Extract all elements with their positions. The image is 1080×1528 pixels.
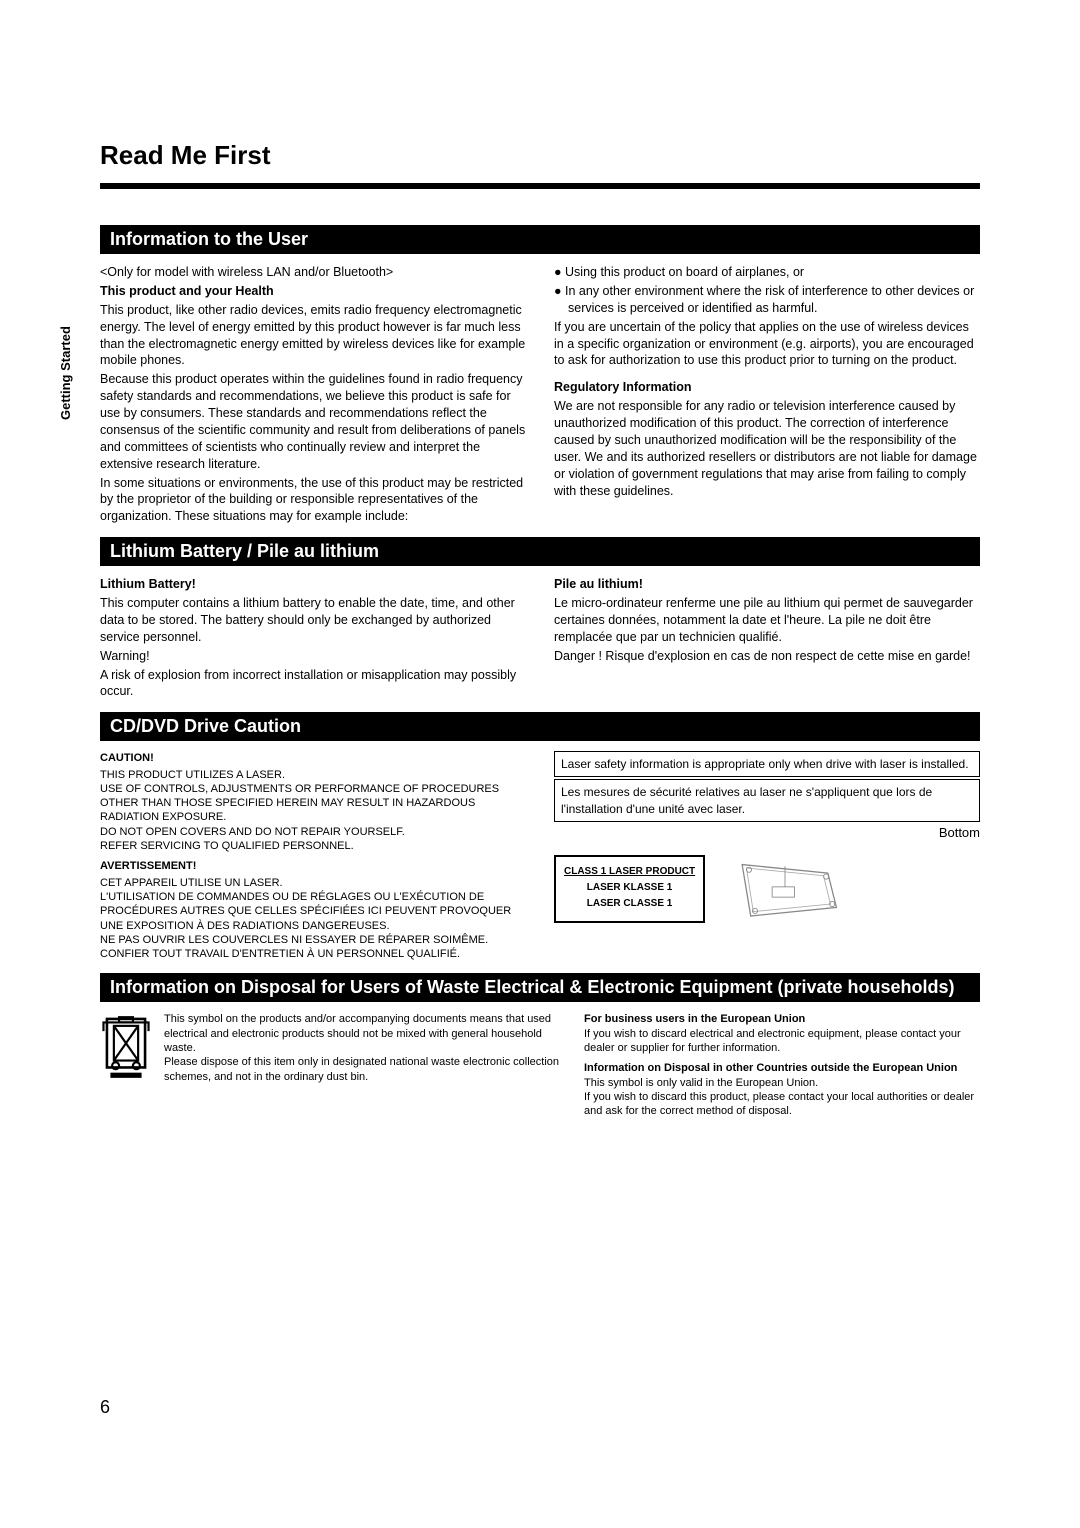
uncertain-policy: If you are uncertain of the policy that …	[554, 319, 980, 370]
cddvd-right: Laser safety information is appropriate …	[554, 751, 980, 963]
lithium-subhead-fr: Pile au lithium!	[554, 576, 980, 593]
section-header-user-info: Information to the User	[100, 225, 980, 254]
lithium-columns: Lithium Battery! This computer contains …	[100, 576, 980, 702]
cddvd-columns: CAUTION! THIS PRODUCT UTILIZES A LASER. …	[100, 751, 980, 963]
disposal-row: This symbol on the products and/or accom…	[100, 1012, 980, 1118]
health-p1: This product, like other radio devices, …	[100, 302, 526, 370]
user-info-left: <Only for model with wireless LAN and/or…	[100, 264, 526, 527]
section-header-disposal: Information on Disposal for Users of Was…	[100, 973, 980, 1002]
other-countries-subhead: Information on Disposal in other Countri…	[584, 1061, 980, 1075]
bottom-label: Bottom	[939, 824, 980, 842]
weee-bin-icon	[100, 1012, 152, 1081]
user-info-bullets: Using this product on board of airplanes…	[554, 264, 980, 317]
lithium-left: Lithium Battery! This computer contains …	[100, 576, 526, 702]
disposal-p1: This symbol on the products and/or accom…	[164, 1012, 560, 1055]
disposal-columns: This symbol on the products and/or accom…	[164, 1012, 980, 1118]
bullet-interference: In any other environment where the risk …	[554, 283, 980, 317]
business-users-text: If you wish to discard electrical and el…	[584, 1027, 980, 1056]
regulatory-text: We are not responsible for any radio or …	[554, 398, 980, 499]
laser-safety-box-fr: Les mesures de sécurité relatives au las…	[554, 779, 980, 821]
disposal-right: For business users in the European Union…	[584, 1012, 980, 1118]
disposal-left: This symbol on the products and/or accom…	[164, 1012, 560, 1118]
page-number: 6	[100, 1397, 110, 1418]
user-info-right: Using this product on board of airplanes…	[554, 264, 980, 527]
page-title: Read Me First	[100, 140, 980, 171]
laptop-bottom-icon	[725, 856, 845, 925]
section-header-lithium: Lithium Battery / Pile au lithium	[100, 537, 980, 566]
laser-safety-box-en: Laser safety information is appropriate …	[554, 751, 980, 777]
disposal-p2: Please dispose of this item only in desi…	[164, 1055, 560, 1084]
laser-label-line1: CLASS 1 LASER PRODUCT	[564, 865, 695, 879]
lithium-p1-en: This computer contains a lithium battery…	[100, 595, 526, 646]
lithium-warning: Warning!	[100, 648, 526, 665]
lithium-p1-fr: Le micro-ordinateur renferme une pile au…	[554, 595, 980, 646]
section-header-cddvd: CD/DVD Drive Caution	[100, 712, 980, 741]
other-countries-p1: This symbol is only valid in the Europea…	[584, 1076, 980, 1090]
laser-label-row: CLASS 1 LASER PRODUCT LASER KLASSE 1 LAS…	[554, 855, 980, 925]
health-subhead: This product and your Health	[100, 283, 526, 300]
title-rule	[100, 183, 980, 189]
regulatory-subhead: Regulatory Information	[554, 379, 980, 396]
business-users-subhead: For business users in the European Union	[584, 1012, 980, 1026]
model-note: <Only for model with wireless LAN and/or…	[100, 264, 526, 281]
laser-class-label: CLASS 1 LASER PRODUCT LASER KLASSE 1 LAS…	[554, 855, 705, 923]
avertissement-label: AVERTISSEMENT!	[100, 859, 526, 873]
caution-label: CAUTION!	[100, 751, 526, 765]
lithium-subhead-en: Lithium Battery!	[100, 576, 526, 593]
health-p3: In some situations or environments, the …	[100, 475, 526, 526]
bullet-airplanes: Using this product on board of airplanes…	[554, 264, 980, 281]
lithium-p2-fr: Danger ! Risque d'explosion en cas de no…	[554, 648, 980, 665]
laser-label-line3: LASER CLASSE 1	[564, 897, 695, 911]
lithium-p2-en: A risk of explosion from incorrect insta…	[100, 667, 526, 701]
avertissement-text: CET APPAREIL UTILISE UN LASER. L'UTILISA…	[100, 876, 526, 962]
other-countries-p2: If you wish to discard this product, ple…	[584, 1090, 980, 1119]
cddvd-left: CAUTION! THIS PRODUCT UTILIZES A LASER. …	[100, 751, 526, 963]
user-info-columns: <Only for model with wireless LAN and/or…	[100, 264, 980, 527]
laser-label-line2: LASER KLASSE 1	[564, 881, 695, 895]
lithium-right: Pile au lithium! Le micro-ordinateur ren…	[554, 576, 980, 702]
sidebar-tab: Getting Started	[58, 326, 73, 420]
caution-text: THIS PRODUCT UTILIZES A LASER. USE OF CO…	[100, 768, 526, 854]
health-p2: Because this product operates within the…	[100, 371, 526, 472]
